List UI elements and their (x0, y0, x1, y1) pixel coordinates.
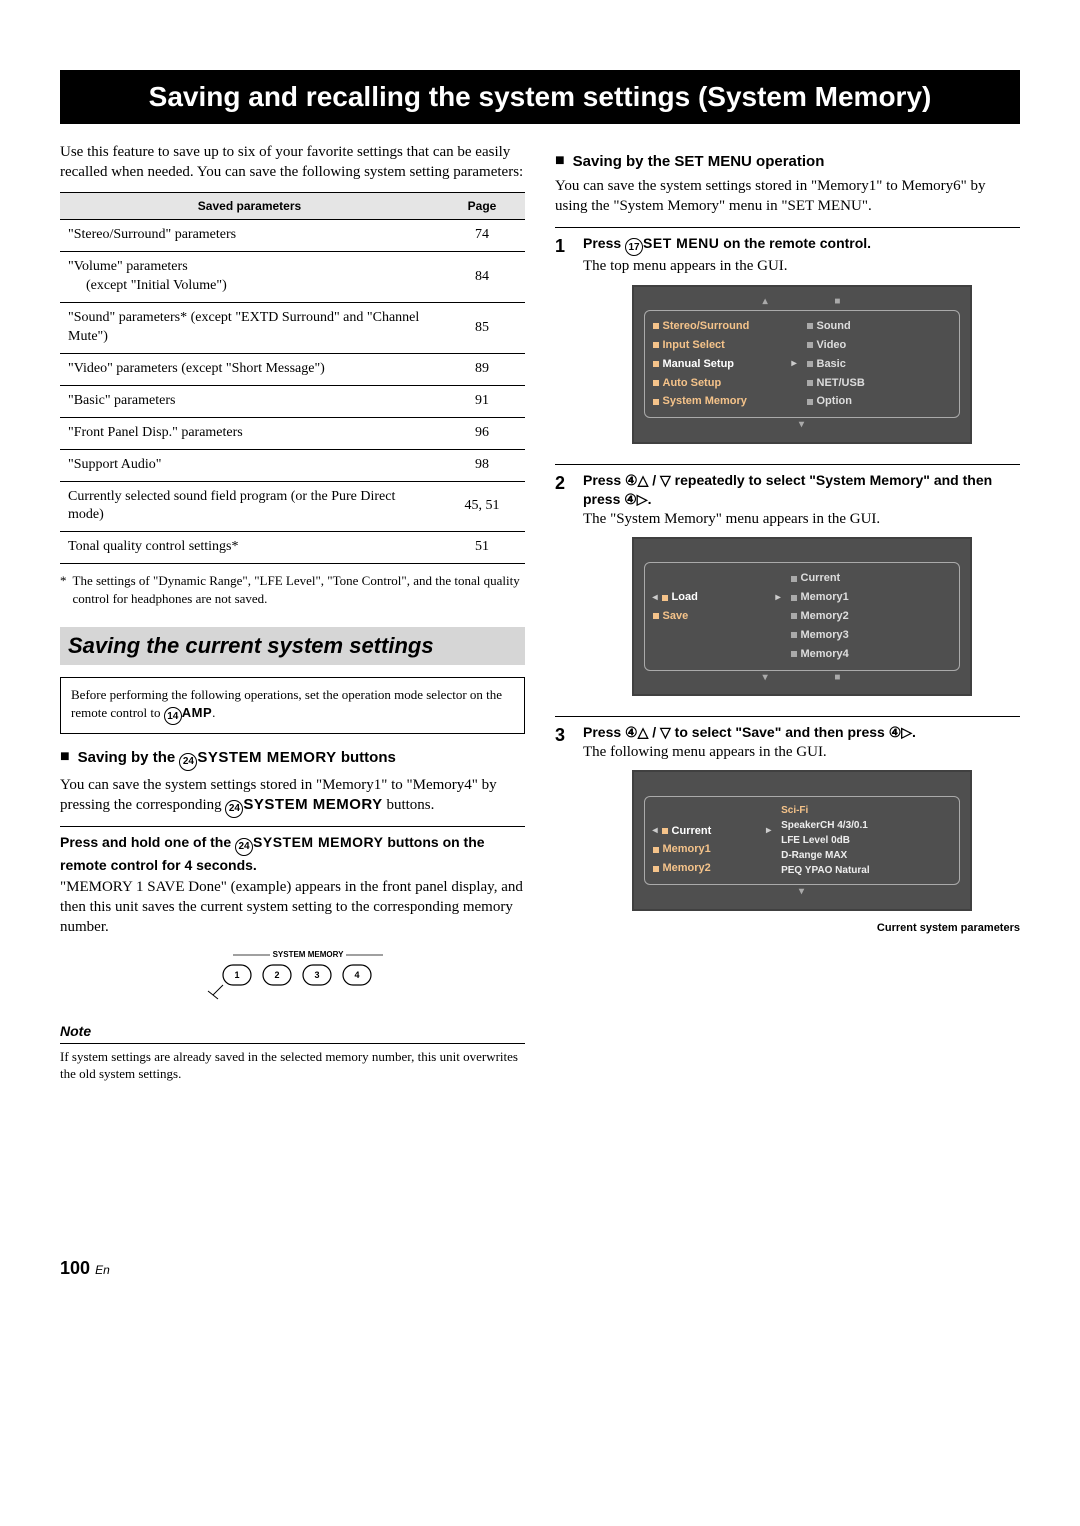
gui-screenshot-3: ◂Current▸ Memory1 Memory2 Sci-Fi Speaker… (632, 770, 972, 910)
table-row: Currently selected sound field program (… (60, 481, 525, 532)
gui-screenshot-1: ▴ ■ Stereo/Surround Input Select Manual … (632, 285, 972, 444)
page-footer: 100 En (60, 1256, 1020, 1280)
note-body: If system settings are already saved in … (60, 1048, 525, 1083)
circled-14-icon: 14 (164, 707, 182, 725)
subheading-system-memory-buttons: ■ Saving by the 24SYSTEM MEMORY buttons (60, 748, 525, 771)
step1-lead: Press 17SET MENU on the remote control. (583, 234, 1020, 257)
step-2: 2 Press ④△ / ▽ repeatedly to select "Sys… (555, 464, 1020, 706)
table-row: "Front Panel Disp." parameters96 (60, 417, 525, 449)
sub2-body: You can save the system settings stored … (555, 176, 1020, 217)
circled-24-icon: 24 (235, 838, 253, 856)
table-row: Tonal quality control settings*51 (60, 532, 525, 564)
step0-body: "MEMORY 1 SAVE Done" (example) appears i… (60, 877, 525, 938)
svg-text:4: 4 (354, 970, 359, 980)
gui3-caption: Current system parameters (583, 921, 1020, 936)
step3-body: The following menu appears in the GUI. (583, 742, 1020, 762)
table-row: "Volume" parameters(except "Initial Volu… (60, 252, 525, 303)
note-label: Note (60, 1022, 525, 1044)
intro-text: Use this feature to save up to six of yo… (60, 142, 525, 183)
circled-24-icon: 24 (225, 800, 243, 818)
table-row: "Stereo/Surround" parameters74 (60, 220, 525, 252)
step2-body: The "System Memory" menu appears in the … (583, 509, 1020, 529)
step1-body: The top menu appears in the GUI. (583, 256, 1020, 276)
square-bullet-icon: ■ (555, 152, 565, 170)
step0-lead: Press and hold one of the 24SYSTEM MEMOR… (60, 833, 525, 875)
operation-note: Before performing the following operatio… (60, 677, 525, 734)
step-1: 1 Press 17SET MENU on the remote control… (555, 227, 1020, 454)
th-page: Page (439, 193, 525, 220)
circled-17-icon: 17 (625, 238, 643, 256)
step2-lead: Press ④△ / ▽ repeatedly to select "Syste… (583, 471, 1020, 509)
sub1-body: You can save the system settings stored … (60, 775, 525, 818)
left-column: Use this feature to save up to six of yo… (60, 142, 525, 1096)
table-row: "Support Audio"98 (60, 449, 525, 481)
parameters-table: Saved parameters Page "Stereo/Surround" … (60, 192, 525, 564)
table-footnote: *The settings of "Dynamic Range", "LFE L… (60, 572, 525, 607)
section-heading: Saving the current system settings (60, 627, 525, 665)
table-row: "Basic" parameters91 (60, 385, 525, 417)
table-row: "Video" parameters (except "Short Messag… (60, 353, 525, 385)
svg-text:SYSTEM MEMORY: SYSTEM MEMORY (272, 950, 343, 959)
square-bullet-icon: ■ (60, 748, 70, 766)
th-saved: Saved parameters (60, 193, 439, 220)
table-row: "Sound" parameters* (except "EXTD Surrou… (60, 303, 525, 354)
page-title: Saving and recalling the system settings… (60, 70, 1020, 124)
system-memory-buttons-diagram: SYSTEM MEMORY 1 2 3 4 (60, 947, 525, 1013)
circled-24-icon: 24 (179, 753, 197, 771)
svg-text:1: 1 (234, 970, 239, 980)
right-column: ■ Saving by the SET MENU operation You c… (555, 142, 1020, 1096)
svg-text:3: 3 (314, 970, 319, 980)
step3-lead: Press ④△ / ▽ to select "Save" and then p… (583, 723, 1020, 742)
gui-screenshot-2: ◂Load▸ Save Current Memory1 Memory2 Memo… (632, 537, 972, 696)
step-3: 3 Press ④△ / ▽ to select "Save" and then… (555, 716, 1020, 935)
svg-text:2: 2 (274, 970, 279, 980)
subheading-set-menu: ■ Saving by the SET MENU operation (555, 152, 1020, 172)
